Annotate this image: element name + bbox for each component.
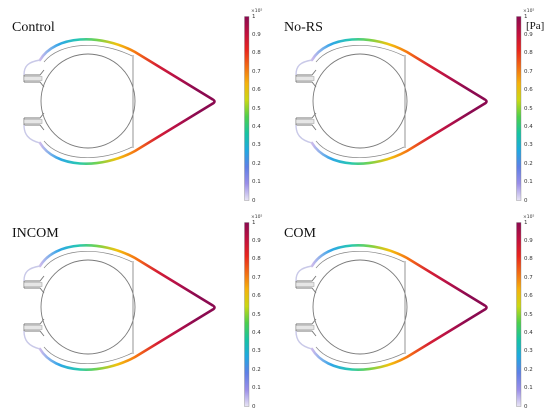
upper-membrane bbox=[38, 243, 214, 307]
colorbar-tick-label: 0.2 bbox=[524, 160, 533, 167]
colorbar-tick-label: 0.1 bbox=[524, 385, 533, 392]
panel-incom: INCOM ×10⁵ 1 0.9 0.8 0.7 0.6 0.5 0.4 0.3 0.2 0.1 0 bbox=[0, 206, 275, 412]
colorbar-tick-label: 1 bbox=[524, 13, 528, 20]
colorbar-tick-label: 0.1 bbox=[524, 179, 533, 186]
inner-circle bbox=[312, 259, 408, 355]
panel-com: COM ×10⁵ 1 0.9 0.8 0.7 0.6 0.5 0.4 0.3 0.2 0.1 0 bbox=[272, 206, 547, 412]
colorbar bbox=[516, 16, 522, 201]
colorbar-tick-label: 0.3 bbox=[252, 142, 261, 149]
colorbar-tick-label: 1 bbox=[252, 219, 256, 226]
colorbar-tick-label: 0.7 bbox=[524, 274, 533, 281]
panel-title: No-RS bbox=[284, 20, 323, 35]
colorbar bbox=[244, 16, 250, 201]
panel-title: COM bbox=[284, 226, 316, 241]
device-geometry bbox=[295, 37, 488, 166]
colorbar bbox=[244, 222, 250, 407]
inner-circle bbox=[312, 53, 408, 149]
device-geometry bbox=[295, 243, 488, 372]
lower-membrane bbox=[310, 102, 486, 166]
colorbar-tick-label: 0.5 bbox=[252, 105, 261, 112]
colorbar-tick-label: 0.4 bbox=[252, 329, 261, 336]
colorbar-tick-label: 0.3 bbox=[524, 142, 533, 149]
panel-control: Control ×10⁵ 1 0.9 0.8 0.7 0.6 0.5 0.4 0.3 0.2 0.1 0 bbox=[0, 0, 275, 206]
colorbar-multiplier: ×10⁵ bbox=[523, 215, 535, 220]
colorbar-tick-label: 0.7 bbox=[252, 274, 261, 281]
colorbar-tick-label: 0.9 bbox=[252, 31, 261, 38]
colorbar-tick-label: 0.4 bbox=[524, 123, 533, 130]
colorbar-tick-label: 0.7 bbox=[524, 68, 533, 75]
colorbar-tick-label: 0 bbox=[524, 197, 528, 204]
colorbar-tick-label: 0.2 bbox=[252, 366, 261, 373]
colorbar-tick-label: 0.9 bbox=[252, 237, 261, 244]
upper-membrane bbox=[310, 37, 486, 101]
colorbar-tick-label: 0.3 bbox=[252, 348, 261, 355]
panel-title: Control bbox=[12, 20, 55, 35]
colorbar-tick-label: 0.6 bbox=[252, 293, 261, 300]
colorbar-tick-label: 0.5 bbox=[524, 311, 533, 318]
panel-no-rs: No-RS ×10⁵ [Pa] 1 0.9 0.8 0.7 0.6 0.5 0.4 0.3 0.2 0.… bbox=[272, 0, 547, 206]
lower-membrane bbox=[38, 308, 214, 372]
device-geometry bbox=[23, 37, 216, 166]
colorbar-tick-label: 0 bbox=[524, 403, 528, 410]
colorbar-tick-label: 0.1 bbox=[252, 179, 261, 186]
colorbar-tick-label: 0.6 bbox=[524, 87, 533, 94]
colorbar-tick-label: 0.8 bbox=[524, 256, 533, 263]
panel-title: INCOM bbox=[12, 226, 59, 241]
colorbar-tick-label: 0.5 bbox=[524, 105, 533, 112]
colorbar-tick-label: 1 bbox=[252, 13, 256, 20]
colorbar-tick-label: 0.8 bbox=[252, 256, 261, 263]
colorbar-multiplier: ×10⁵ bbox=[251, 215, 263, 220]
colorbar-multiplier: ×10⁵ bbox=[251, 9, 263, 14]
upper-membrane bbox=[38, 37, 214, 101]
upper-membrane bbox=[310, 243, 486, 307]
colorbar-tick-label: 0.2 bbox=[524, 366, 533, 373]
lower-membrane bbox=[310, 308, 486, 372]
colorbar-tick-label: 0.7 bbox=[252, 68, 261, 75]
colorbar-tick-label: 0.3 bbox=[524, 348, 533, 355]
colorbar-tick-label: 0.6 bbox=[524, 293, 533, 300]
lower-membrane bbox=[38, 102, 214, 166]
unit-label: [Pa] bbox=[526, 20, 545, 32]
colorbar-tick-label: 0 bbox=[252, 403, 256, 410]
colorbar-tick-label: 0.9 bbox=[524, 237, 533, 244]
colorbar-tick-label: 0.8 bbox=[524, 50, 533, 57]
colorbar-tick-label: 0.4 bbox=[524, 329, 533, 336]
colorbar-tick-label: 0.4 bbox=[252, 123, 261, 130]
colorbar-tick-label: 0.1 bbox=[252, 385, 261, 392]
colorbar-tick-label: 0.2 bbox=[252, 160, 261, 167]
colorbar bbox=[516, 222, 522, 407]
colorbar-multiplier: ×10⁵ bbox=[523, 9, 535, 14]
colorbar-tick-label: 1 bbox=[524, 219, 528, 226]
colorbar-tick-label: 0.6 bbox=[252, 87, 261, 94]
inner-circle bbox=[40, 259, 136, 355]
colorbar-tick-label: 0.5 bbox=[252, 311, 261, 318]
colorbar-tick-label: 0 bbox=[252, 197, 256, 204]
colorbar-tick-label: 0.8 bbox=[252, 50, 261, 57]
inner-circle bbox=[40, 53, 136, 149]
device-geometry bbox=[23, 243, 216, 372]
colorbar-tick-label: 0.9 bbox=[524, 31, 533, 38]
